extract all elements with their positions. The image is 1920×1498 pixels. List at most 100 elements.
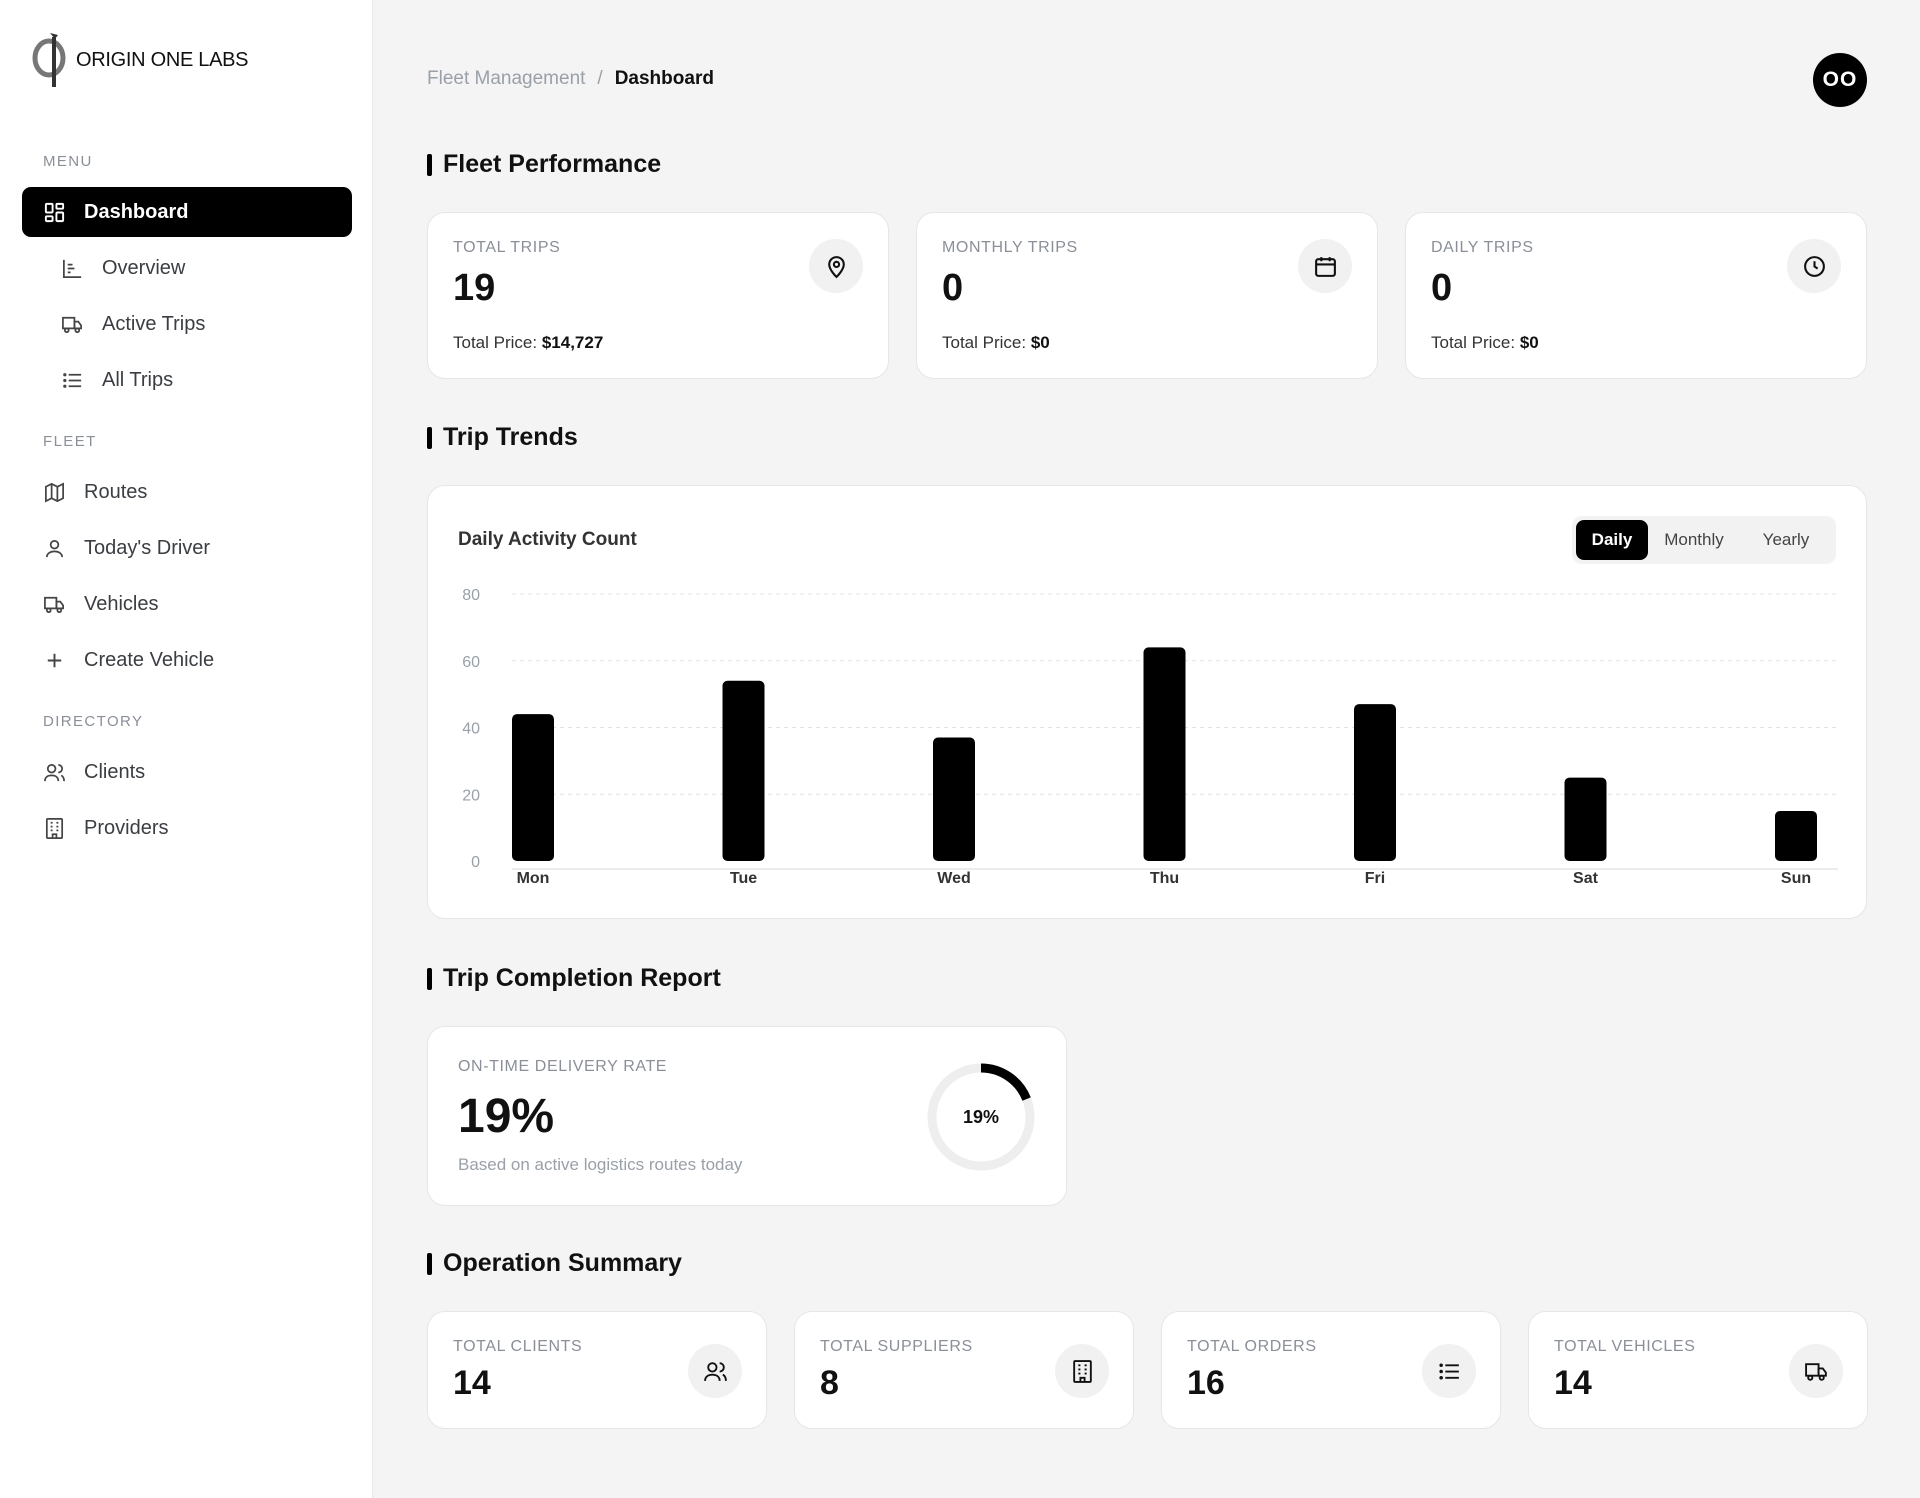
list-icon xyxy=(60,368,84,392)
truck-icon xyxy=(60,312,84,336)
op-card-total-suppliers: TOTAL SUPPLIERS 8 xyxy=(794,1311,1134,1429)
op-value: 16 xyxy=(1187,1364,1225,1402)
section-title-trip-completion: Trip Completion Report xyxy=(427,964,721,993)
sidebar-item-providers[interactable]: Providers xyxy=(22,803,352,853)
stat-card-monthly-trips: MONTHLY TRIPS 0 Total Price: $0 xyxy=(916,212,1378,379)
sidebar-item-vehicles[interactable]: Vehicles xyxy=(22,579,352,629)
breadcrumb-parent[interactable]: Fleet Management xyxy=(427,68,586,89)
y-tick-label: 60 xyxy=(462,654,480,671)
sidebar-item-label: Routes xyxy=(84,480,148,503)
stat-price: Total Price: $0 xyxy=(1431,333,1539,353)
stat-card-total-trips: TOTAL TRIPS 19 Total Price: $14,727 xyxy=(427,212,889,379)
daily-activity-chart: 0 20 40 60 80 Mon Tue Wed Thu Fri Sat Sun xyxy=(462,587,1838,887)
section-label-menu: MENU xyxy=(43,153,93,170)
on-time-label: ON-TIME DELIVERY RATE xyxy=(458,1058,668,1075)
section-title-accent xyxy=(427,967,432,990)
building-icon xyxy=(1055,1344,1109,1398)
sidebar-item-label: Overview xyxy=(102,256,186,279)
y-tick-label: 20 xyxy=(462,787,480,804)
sidebar-item-label: Active Trips xyxy=(102,312,206,335)
tab-monthly[interactable]: Monthly xyxy=(1664,530,1724,549)
building-icon xyxy=(42,816,66,840)
sidebar-item-label: Vehicles xyxy=(84,592,159,615)
x-tick-label: Thu xyxy=(1150,870,1179,887)
op-label: TOTAL ORDERS xyxy=(1187,1338,1317,1355)
tab-daily[interactable]: Daily xyxy=(1576,520,1648,560)
bar-thu xyxy=(1143,647,1186,861)
sidebar-item-routes[interactable]: Routes xyxy=(22,467,352,517)
donut-ring xyxy=(927,1063,1035,1171)
tab-yearly[interactable]: Yearly xyxy=(1762,530,1810,549)
section-title-text: Operation Summary xyxy=(443,1249,682,1277)
chart-icon xyxy=(60,256,84,280)
bar-mon xyxy=(512,714,554,861)
sidebar-item-label: All Trips xyxy=(102,368,174,391)
origin-one-logo-icon xyxy=(32,33,66,87)
section-title-text: Fleet Performance xyxy=(443,150,662,178)
op-card-total-orders: TOTAL ORDERS 16 xyxy=(1161,1311,1501,1429)
avatar[interactable]: OO xyxy=(1813,53,1867,107)
section-title-fleet-performance: Fleet Performance xyxy=(427,150,661,179)
truck-icon xyxy=(1789,1344,1843,1398)
op-label: TOTAL SUPPLIERS xyxy=(820,1338,973,1355)
price-label: Total Price: xyxy=(453,333,538,352)
bar-sun xyxy=(1775,810,1817,861)
donut-center-label: 19% xyxy=(962,1106,1000,1127)
y-tick-label: 0 xyxy=(471,854,480,871)
sidebar-item-dashboard[interactable]: Dashboard xyxy=(22,187,352,237)
sidebar-item-label: Providers xyxy=(84,816,169,839)
on-time-donut: 19% xyxy=(924,1060,1038,1174)
stat-price: Total Price: $14,727 xyxy=(453,333,603,353)
bar-sat xyxy=(1564,777,1607,861)
on-time-delivery-card: ON-TIME DELIVERY RATE 19% Based on activ… xyxy=(427,1026,1067,1206)
op-card-total-vehicles: TOTAL VEHICLES 14 xyxy=(1528,1311,1868,1429)
sidebar: ORIGIN ONE LABS MENU Dashboard Overview … xyxy=(0,0,373,1498)
calendar-icon xyxy=(1298,239,1352,293)
section-title-text: Trip Completion Report xyxy=(443,964,721,992)
x-tick-label: Sun xyxy=(1781,870,1811,887)
x-tick-label: Fri xyxy=(1365,870,1385,887)
stat-price: Total Price: $0 xyxy=(942,333,1050,353)
stat-label: DAILY TRIPS xyxy=(1431,239,1534,256)
op-label: TOTAL VEHICLES xyxy=(1554,1338,1696,1355)
op-value: 14 xyxy=(1554,1364,1592,1402)
op-label: TOTAL CLIENTS xyxy=(453,1338,583,1355)
period-toggle: Daily Monthly Yearly xyxy=(1572,516,1836,564)
breadcrumb-separator: / xyxy=(597,68,603,89)
stat-card-daily-trips: DAILY TRIPS 0 Total Price: $0 xyxy=(1405,212,1867,379)
bar-tue xyxy=(722,680,765,861)
sidebar-item-overview[interactable]: Overview xyxy=(38,243,352,293)
section-title-accent xyxy=(427,426,432,449)
section-title-trip-trends: Trip Trends xyxy=(427,423,578,452)
y-tick-label: 80 xyxy=(462,587,480,604)
donut-progress xyxy=(927,1063,1035,1171)
sidebar-item-todays-driver[interactable]: Today's Driver xyxy=(22,523,352,573)
sidebar-item-label: Today's Driver xyxy=(84,536,211,559)
bar-wed xyxy=(933,737,975,861)
user-icon xyxy=(42,536,66,560)
stat-value: 19 xyxy=(453,267,496,309)
map-icon xyxy=(42,480,66,504)
x-tick-label: Mon xyxy=(517,870,550,887)
sidebar-item-label: Clients xyxy=(84,760,146,783)
x-tick-label: Tue xyxy=(730,870,757,887)
bar-fri xyxy=(1354,704,1396,861)
main-content: Fleet Management / Dashboard OO Fleet Pe… xyxy=(374,0,1920,1498)
price-value: $0 xyxy=(1030,333,1050,352)
sidebar-item-active-trips[interactable]: Active Trips xyxy=(38,299,352,349)
users-icon xyxy=(688,1344,742,1398)
sidebar-item-all-trips[interactable]: All Trips xyxy=(38,355,352,405)
y-tick-label: 40 xyxy=(462,721,480,738)
x-tick-label: Sat xyxy=(1573,870,1599,887)
section-title-accent xyxy=(427,1252,432,1275)
section-label-directory: DIRECTORY xyxy=(43,713,144,730)
sidebar-item-clients[interactable]: Clients xyxy=(22,747,352,797)
price-label: Total Price: xyxy=(1431,333,1516,352)
price-value: $0 xyxy=(1519,333,1539,352)
op-value: 14 xyxy=(453,1364,491,1402)
brand-logo[interactable]: ORIGIN ONE LABS xyxy=(30,30,249,90)
x-tick-label: Wed xyxy=(937,870,970,887)
sidebar-item-create-vehicle[interactable]: Create Vehicle xyxy=(22,635,352,685)
brand-name: ORIGIN ONE LABS xyxy=(76,48,249,71)
breadcrumb: Fleet Management / Dashboard xyxy=(427,68,714,90)
